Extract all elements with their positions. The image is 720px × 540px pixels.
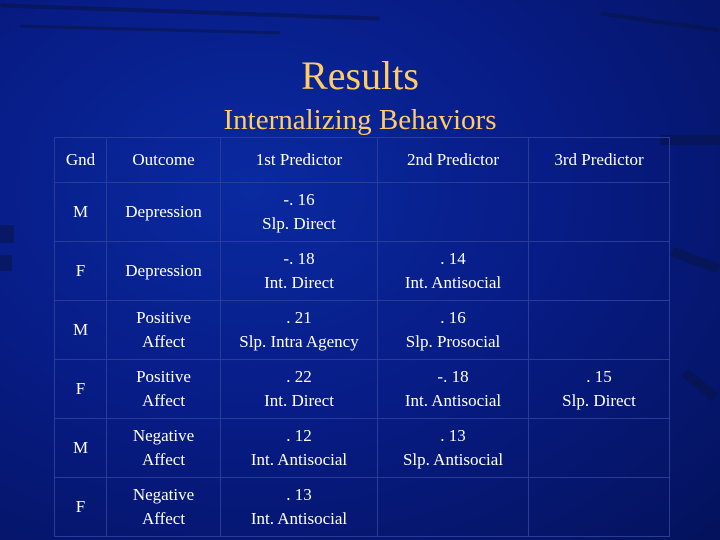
cell-outcome: Depression [106, 241, 221, 301]
predictor-label: Int. Antisocial [404, 391, 502, 410]
table-body: M Depression -. 16 Slp. Direct F Depression -.… [54, 182, 670, 537]
cell-gnd: M [54, 300, 107, 360]
cell-outcome: Positive Affect [106, 300, 221, 360]
coefficient-value: . 12 [286, 426, 312, 445]
slide-subtitle: Internalizing Behaviors [223, 104, 497, 136]
cell-gnd: F [54, 359, 107, 419]
cell-predictor-1: . 21 Slp. Intra Agency [220, 300, 378, 360]
coefficient-value: . 14 [440, 249, 466, 268]
outcome-text: Negative [132, 485, 195, 504]
background-streak [600, 11, 720, 33]
outcome-text: Positive [136, 308, 191, 327]
header-1st-predictor: 1st Predictor [220, 137, 378, 183]
background-streak [669, 246, 720, 274]
coefficient-value: . 15 [586, 367, 612, 386]
predictor-label: Int. Direct [264, 273, 334, 292]
header-3rd-predictor: 3rd Predictor [528, 137, 670, 183]
coefficient-value: . 13 [286, 485, 312, 504]
predictor-label: Int. Antisocial [404, 273, 502, 292]
cell-predictor-2: . 14 Int. Antisocial [377, 241, 529, 301]
cell-predictor-3 [528, 241, 670, 301]
coefficient-value: -. 16 [283, 190, 315, 209]
predictor-label: Int. Antisocial [250, 450, 348, 469]
table-row: F Depression -. 18 Int. Direct . 14 Int. Anti… [54, 241, 670, 301]
slide-title: Results [301, 53, 419, 98]
outcome-text: Depression [125, 202, 202, 221]
predictor-label: Int. Antisocial [250, 509, 348, 528]
coefficient-value: -. 18 [283, 249, 315, 268]
header-row: Gnd Outcome 1st Predictor 2nd Predictor … [54, 137, 670, 183]
outcome-text: Positive [136, 367, 191, 386]
cell-predictor-1: . 22 Int. Direct [220, 359, 378, 419]
coefficient-value: . 21 [286, 308, 312, 327]
cell-predictor-2: . 16 Slp. Prosocial [377, 300, 529, 360]
coefficient-value: -. 18 [437, 367, 469, 386]
cell-predictor-2: . 13 Slp. Antisocial [377, 418, 529, 478]
cell-predictor-3 [528, 477, 670, 537]
cell-predictor-1: -. 16 Slp. Direct [220, 182, 378, 242]
background-streak [0, 225, 14, 243]
cell-gnd: F [54, 477, 107, 537]
outcome-text: Negative [132, 426, 195, 445]
table-row: F Negative Affect . 13 Int. Antisocial [54, 477, 670, 537]
predictor-label: Int. Direct [264, 391, 334, 410]
table-row: F Positive Affect . 22 Int. Direct -. 18 Int. … [54, 359, 670, 419]
background-streak [20, 24, 280, 35]
coefficient-value: . 13 [440, 426, 466, 445]
cell-predictor-3 [528, 182, 670, 242]
header-outcome: Outcome [106, 137, 221, 183]
outcome-text: Affect [141, 391, 186, 410]
background-streak [0, 255, 12, 271]
outcome-text: Affect [141, 450, 186, 469]
cell-predictor-2 [377, 182, 529, 242]
table-row: M Depression -. 16 Slp. Direct [54, 182, 670, 242]
background-streak [681, 368, 719, 402]
background-streak [660, 135, 720, 145]
outcome-text: Affect [141, 332, 186, 351]
cell-predictor-3 [528, 418, 670, 478]
cell-predictor-2: -. 18 Int. Antisocial [377, 359, 529, 419]
background-streak [0, 3, 380, 21]
results-table: Gnd Outcome 1st Predictor 2nd Predictor … [54, 137, 670, 537]
header-2nd-predictor: 2nd Predictor [377, 137, 529, 183]
table-row: M Positive Affect . 21 Slp. Intra Agency . 16… [54, 300, 670, 360]
cell-outcome: Positive Affect [106, 359, 221, 419]
cell-predictor-1: . 12 Int. Antisocial [220, 418, 378, 478]
cell-gnd: M [54, 182, 107, 242]
predictor-label: Slp. Direct [262, 214, 336, 233]
cell-predictor-3 [528, 300, 670, 360]
cell-predictor-1: -. 18 Int. Direct [220, 241, 378, 301]
outcome-text: Affect [141, 509, 186, 528]
outcome-text: Depression [125, 261, 202, 280]
cell-gnd: M [54, 418, 107, 478]
coefficient-value: . 22 [286, 367, 312, 386]
cell-outcome: Negative Affect [106, 418, 221, 478]
cell-predictor-2 [377, 477, 529, 537]
header-gnd: Gnd [54, 137, 107, 183]
coefficient-value: . 16 [440, 308, 466, 327]
cell-outcome: Negative Affect [106, 477, 221, 537]
predictor-label: Slp. Direct [562, 391, 636, 410]
cell-gnd: F [54, 241, 107, 301]
predictor-label: Slp. Intra Agency [239, 332, 359, 351]
cell-predictor-3: . 15 Slp. Direct [528, 359, 670, 419]
table-row: M Negative Affect . 12 Int. Antisocial . 13 Sl… [54, 418, 670, 478]
predictor-label: Slp. Antisocial [402, 450, 504, 469]
cell-predictor-1: . 13 Int. Antisocial [220, 477, 378, 537]
predictor-label: Slp. Prosocial [405, 332, 501, 351]
cell-outcome: Depression [106, 182, 221, 242]
